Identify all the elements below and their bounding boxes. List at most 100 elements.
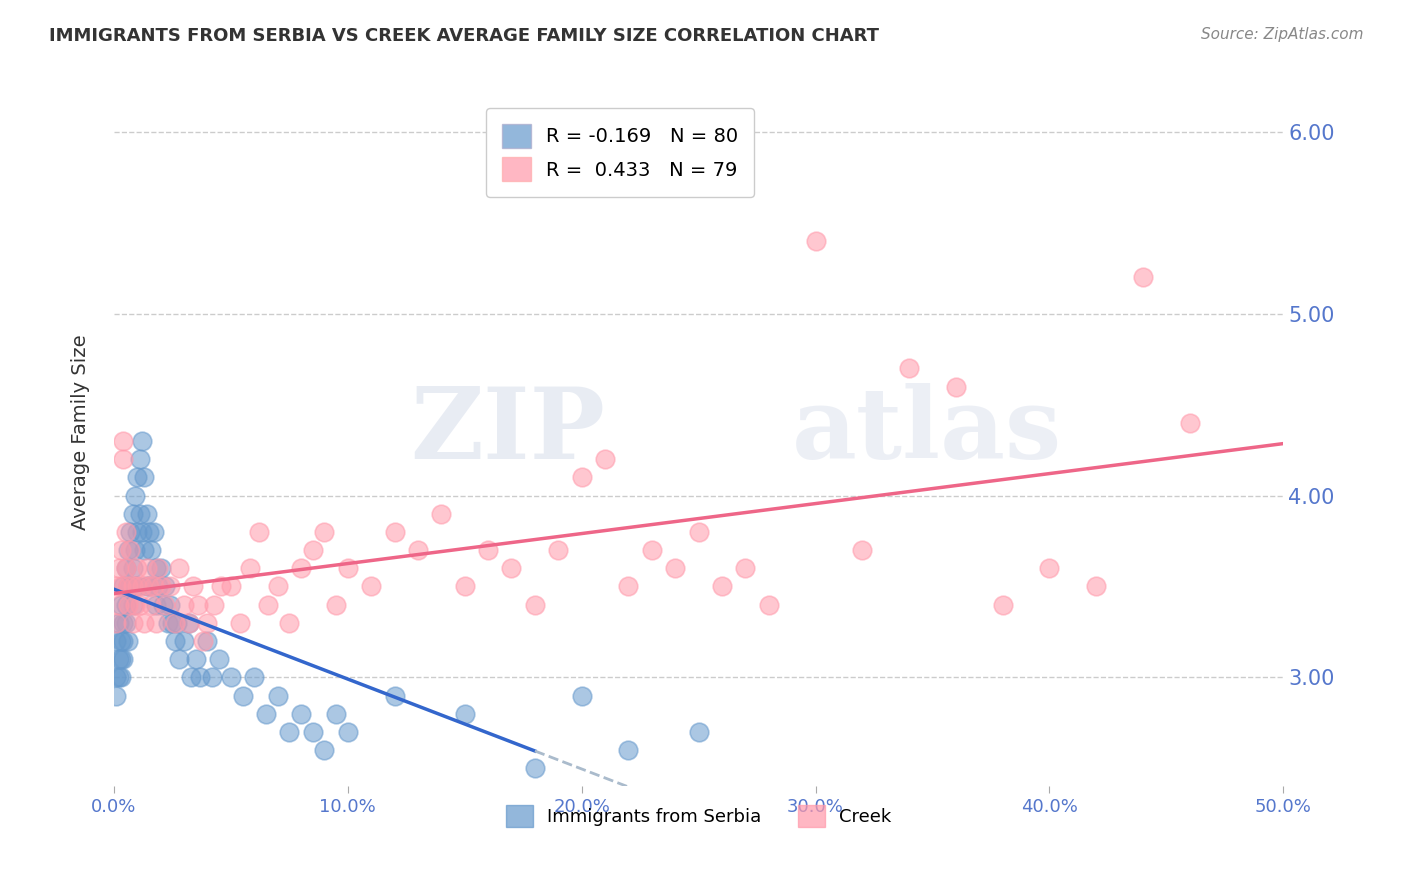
Point — [107, 670, 129, 684]
Point — [163, 615, 186, 630]
Point — [117, 598, 139, 612]
Point — [571, 470, 593, 484]
Point — [204, 598, 226, 612]
Point — [177, 615, 200, 630]
Point — [105, 670, 128, 684]
Point — [384, 689, 406, 703]
Point — [314, 743, 336, 757]
Point — [229, 615, 252, 630]
Point — [121, 615, 143, 630]
Point — [134, 543, 156, 558]
Point — [112, 580, 135, 594]
Point — [142, 524, 165, 539]
Point — [105, 689, 128, 703]
Point — [325, 706, 347, 721]
Point — [121, 598, 143, 612]
Point — [991, 598, 1014, 612]
Point — [406, 543, 429, 558]
Point — [120, 543, 142, 558]
Point — [208, 652, 231, 666]
Point — [266, 580, 288, 594]
Point — [149, 580, 172, 594]
Point — [187, 598, 209, 612]
Point — [173, 634, 195, 648]
Point — [110, 543, 132, 558]
Point — [124, 598, 146, 612]
Point — [138, 524, 160, 539]
Point — [190, 670, 212, 684]
Point — [266, 689, 288, 703]
Point — [454, 580, 477, 594]
Point — [121, 507, 143, 521]
Point — [166, 615, 188, 630]
Point — [238, 561, 260, 575]
Point — [257, 598, 280, 612]
Point — [711, 580, 734, 594]
Point — [177, 615, 200, 630]
Point — [254, 706, 277, 721]
Point — [110, 670, 132, 684]
Point — [169, 652, 191, 666]
Point — [127, 580, 149, 594]
Point — [117, 543, 139, 558]
Point — [336, 561, 359, 575]
Point — [641, 543, 664, 558]
Point — [325, 598, 347, 612]
Point — [501, 561, 523, 575]
Point — [120, 524, 142, 539]
Point — [112, 634, 135, 648]
Point — [851, 543, 873, 558]
Point — [360, 580, 382, 594]
Point — [290, 706, 312, 721]
Point — [134, 470, 156, 484]
Point — [117, 580, 139, 594]
Point — [121, 561, 143, 575]
Point — [114, 561, 136, 575]
Point — [219, 580, 242, 594]
Point — [1132, 270, 1154, 285]
Point — [114, 615, 136, 630]
Point — [124, 489, 146, 503]
Point — [734, 561, 756, 575]
Point — [155, 580, 177, 594]
Point — [336, 725, 359, 739]
Point — [149, 561, 172, 575]
Point — [159, 580, 181, 594]
Point — [145, 615, 167, 630]
Point — [231, 689, 253, 703]
Point — [141, 598, 163, 612]
Point — [131, 524, 153, 539]
Point — [117, 580, 139, 594]
Point — [758, 598, 780, 612]
Point — [159, 598, 181, 612]
Point — [201, 670, 224, 684]
Point — [804, 234, 827, 248]
Point — [124, 580, 146, 594]
Point — [243, 670, 266, 684]
Point — [688, 524, 710, 539]
Text: Source: ZipAtlas.com: Source: ZipAtlas.com — [1201, 27, 1364, 42]
Point — [135, 561, 157, 575]
Point — [148, 580, 170, 594]
Point — [1178, 416, 1201, 430]
Point — [134, 615, 156, 630]
Point — [110, 598, 132, 612]
Point — [301, 725, 323, 739]
Point — [219, 670, 242, 684]
Point — [107, 561, 129, 575]
Point — [593, 452, 616, 467]
Point — [114, 598, 136, 612]
Point — [110, 652, 132, 666]
Point — [523, 761, 546, 775]
Point — [617, 743, 640, 757]
Point — [184, 652, 207, 666]
Point — [155, 598, 177, 612]
Point — [110, 580, 132, 594]
Point — [1038, 561, 1060, 575]
Point — [128, 452, 150, 467]
Point — [145, 598, 167, 612]
Point — [128, 507, 150, 521]
Point — [183, 580, 205, 594]
Point — [162, 615, 184, 630]
Point — [114, 561, 136, 575]
